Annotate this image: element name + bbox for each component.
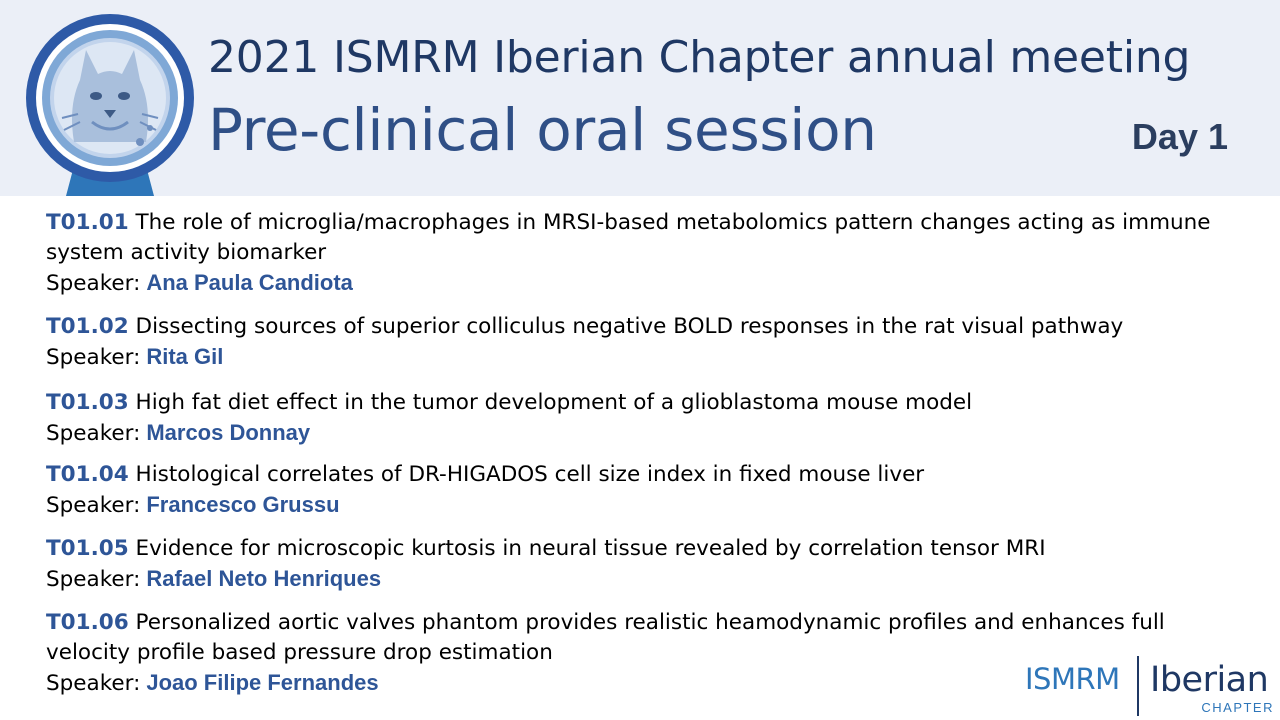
header-banner: 2021 ISMRM Iberian Chapter annual meetin…: [0, 0, 1280, 196]
day-label: Day 1: [1131, 116, 1228, 157]
speaker-name: Marcos Donnay: [146, 420, 311, 445]
talk-code: T01.05: [46, 536, 129, 561]
brand-ismrm: ISMRM: [1025, 662, 1120, 696]
talk-code: T01.02: [46, 314, 129, 339]
talk-title: Histological correlates of DR-HIGADOS ce…: [135, 462, 925, 487]
talk-item: T01.03 High fat diet effect in the tumor…: [46, 388, 1246, 449]
talk-item: T01.06 Personalized aortic valves phanto…: [46, 608, 1246, 699]
talk-title: Personalized aortic valves phantom provi…: [46, 610, 1165, 665]
speaker-label: Speaker:: [46, 345, 141, 370]
talk-code: T01.06: [46, 610, 129, 635]
speaker-label: Speaker:: [46, 567, 141, 592]
speaker-label: Speaker:: [46, 671, 141, 696]
speaker-name: Rita Gil: [146, 344, 224, 369]
page-title: 2021 ISMRM Iberian Chapter annual meetin…: [208, 32, 1191, 83]
talk-title: High fat diet effect in the tumor develo…: [135, 390, 973, 415]
brand-chapter: CHAPTER: [1201, 700, 1274, 715]
speaker-name: Joao Filipe Fernandes: [146, 670, 379, 695]
lynx-emblem-icon: [26, 14, 194, 196]
talk-item: T01.01 The role of microglia/macrophages…: [46, 208, 1246, 299]
talk-code: T01.01: [46, 210, 129, 235]
speaker-name: Ana Paula Candiota: [146, 270, 353, 295]
speaker-name: Rafael Neto Henriques: [146, 566, 382, 591]
talk-item: T01.05 Evidence for microscopic kurtosis…: [46, 534, 1246, 595]
session-title: Pre-clinical oral session: [208, 96, 877, 164]
speaker-label: Speaker:: [46, 493, 141, 518]
talk-title: Dissecting sources of superior colliculu…: [135, 314, 1124, 339]
talk-item: T01.04 Histological correlates of DR-HIG…: [46, 460, 1246, 521]
ismrm-iberian-chapter-logo: ISMRM Iberian CHAPTER: [1024, 652, 1280, 716]
talk-title: The role of microglia/macrophages in MRS…: [46, 210, 1211, 265]
speaker-label: Speaker:: [46, 421, 141, 446]
talk-title: Evidence for microscopic kurtosis in neu…: [135, 536, 1046, 561]
talk-item: T01.02 Dissecting sources of superior co…: [46, 312, 1246, 373]
speaker-label: Speaker:: [46, 271, 141, 296]
speaker-name: Francesco Grussu: [146, 492, 340, 517]
talk-code: T01.03: [46, 390, 129, 415]
brand-divider: [1137, 656, 1139, 716]
talk-code: T01.04: [46, 462, 129, 487]
brand-iberian: Iberian: [1150, 660, 1269, 700]
